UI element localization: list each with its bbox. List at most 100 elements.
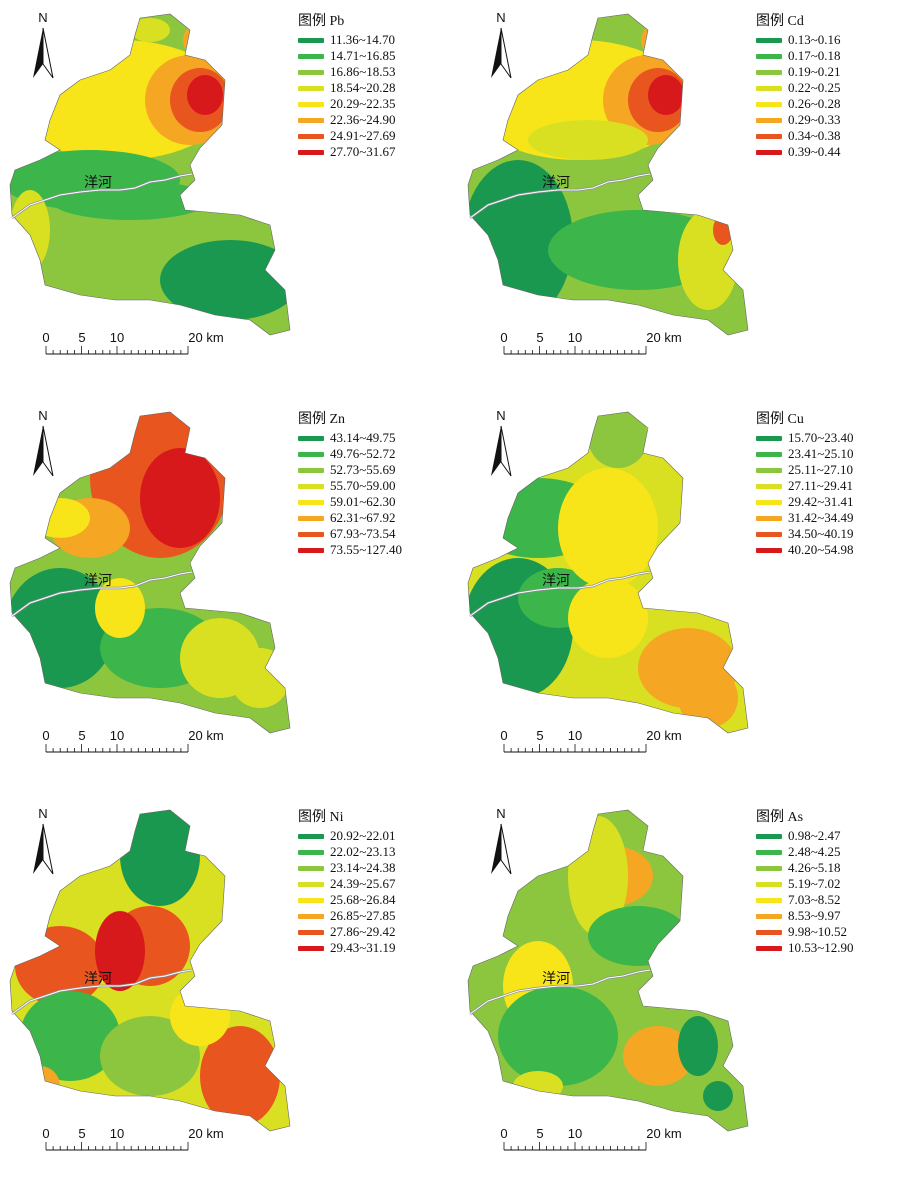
map-fill-zone: [95, 578, 145, 638]
legend-swatch: [756, 897, 782, 903]
legend: 图例 Zn 43.14~49.75 49.76~52.72 52.73~55.69 55…: [298, 408, 448, 558]
legend-item: 23.14~24.38: [298, 860, 448, 876]
legend-label: 49.76~52.72: [330, 446, 396, 461]
scale-tick-label: 5: [536, 728, 544, 743]
legend-label: 22.36~24.90: [330, 112, 396, 127]
legend-swatch: [298, 117, 324, 123]
map-fill-zone: [498, 986, 618, 1086]
legend: 图例 Cu 15.70~23.40 23.41~25.10 25.11~27.10 27…: [756, 408, 906, 558]
map-fill-zone: [528, 120, 648, 160]
scale-tick-label: 20 km: [646, 330, 682, 345]
legend-swatch: [756, 69, 782, 75]
legend-swatch: [756, 945, 782, 951]
legend-label: 18.54~20.28: [330, 80, 396, 95]
legend-label: 52.73~55.69: [330, 462, 396, 477]
scale-bar: 0 5 10 20 km: [40, 330, 240, 360]
legend-item: 0.19~0.21: [756, 64, 906, 80]
legend-title: 图例 Cd: [756, 14, 804, 29]
legend-swatch: [756, 451, 782, 457]
legend-swatch: [756, 547, 782, 553]
map-fill-zone: [648, 75, 684, 115]
legend: 图例 Ni 20.92~22.01 22.02~23.13 23.14~24.38 24…: [298, 806, 448, 956]
legend-label: 9.98~10.52: [788, 924, 848, 939]
legend-label: 10.53~12.90: [788, 940, 854, 955]
legend-label: 7.03~8.52: [788, 892, 841, 907]
legend-item: 23.41~25.10: [756, 446, 906, 462]
legend-swatch: [298, 149, 324, 155]
scale-tick-label: 10: [567, 1126, 583, 1141]
legend-swatch: [756, 531, 782, 537]
legend-label: 4.26~5.18: [788, 860, 841, 875]
map-fill-zone: [183, 25, 207, 55]
map-fill-zone: [678, 668, 738, 728]
legend-swatch: [298, 515, 324, 521]
north-arrow-icon: [491, 28, 501, 78]
legend-swatch: [756, 101, 782, 107]
scale-tick-label: 10: [109, 330, 125, 345]
legend-swatch: [756, 435, 782, 441]
legend-swatch: [298, 101, 324, 107]
legend-item: 52.73~55.69: [298, 462, 448, 478]
legend-swatch: [756, 849, 782, 855]
map-panel-ni: 洋河 N 图例 Ni 20.92~22.01 22.02~23.13 23.14~24.3…: [0, 796, 458, 1194]
legend-item: 20.92~22.01: [298, 828, 448, 844]
legend-swatch: [756, 53, 782, 59]
map-fill-zone: [678, 1016, 718, 1076]
legend-item: 31.42~34.49: [756, 510, 906, 526]
scale-tick-label: 0: [42, 728, 50, 743]
scale-tick-label: 5: [78, 330, 86, 345]
scale-tick-label: 10: [109, 728, 125, 743]
legend-item: 0.34~0.38: [756, 128, 906, 144]
river-line-highlight: [469, 571, 651, 617]
map-fill-zone: [230, 648, 290, 708]
legend-label: 29.43~31.19: [330, 940, 396, 955]
north-arrow-icon: [500, 823, 512, 875]
legend-label: 14.71~16.85: [330, 48, 396, 63]
map-area: [467, 13, 749, 336]
river-label: 洋河: [542, 971, 570, 987]
legend-label: 25.11~27.10: [788, 462, 854, 477]
legend-label: 0.13~0.16: [788, 32, 841, 47]
map-fill-zone: [641, 25, 665, 55]
legend-label: 15.70~23.40: [788, 430, 854, 445]
map-fill-zone: [678, 210, 738, 310]
legend-item: 25.11~27.10: [756, 462, 906, 478]
scale-tick-label: 0: [42, 330, 50, 345]
legend-label: 40.20~54.98: [788, 542, 854, 557]
map-fill-zone: [187, 75, 223, 115]
north-arrow-icon: [33, 824, 43, 874]
legend-label: 43.14~49.75: [330, 430, 396, 445]
map-fill-zone: [200, 1026, 280, 1126]
legend-label: 8.53~9.97: [788, 908, 841, 923]
legend-label: 0.29~0.33: [788, 112, 841, 127]
legend-label: 26.85~27.85: [330, 908, 396, 923]
legend-label: 0.19~0.21: [788, 64, 841, 79]
legend-item: 29.43~31.19: [298, 940, 448, 956]
north-arrow-icon: [42, 425, 54, 477]
scale-bar: 0 5 10 20 km: [498, 728, 698, 758]
legend-item: 16.86~18.53: [298, 64, 448, 80]
legend-label: 0.22~0.25: [788, 80, 841, 95]
scale-tick-label: 20 km: [188, 728, 224, 743]
legend-title: 图例 Cu: [756, 412, 804, 427]
scale-bar: 0 5 10 20 km: [40, 728, 240, 758]
legend-swatch: [298, 483, 324, 489]
north-arrow-icon: [500, 27, 512, 79]
legend-label: 24.91~27.69: [330, 128, 396, 143]
legend-item: 2.48~4.25: [756, 844, 906, 860]
legend-swatch: [298, 499, 324, 505]
legend-label: 73.55~127.40: [330, 542, 403, 557]
legend-swatch: [756, 833, 782, 839]
legend-item: 0.29~0.33: [756, 112, 906, 128]
legend-item: 27.11~29.41: [756, 478, 906, 494]
map-fill-zone: [130, 18, 170, 42]
north-label: N: [496, 806, 506, 821]
north-arrow-icon: [42, 823, 54, 875]
legend-item: 55.70~59.00: [298, 478, 448, 494]
map-panel-as: 洋河 N 图例 As 0.98~2.47 2.48~4.25 4.26~5.18 5.19~…: [458, 796, 916, 1194]
north-arrow-icon: [491, 426, 501, 476]
legend-item: 0.26~0.28: [756, 96, 906, 112]
legend: 图例 Pb 11.36~14.70 14.71~16.85 16.86~18.53 18…: [298, 10, 448, 160]
map-area: [9, 13, 291, 336]
north-arrow: N: [28, 806, 58, 876]
